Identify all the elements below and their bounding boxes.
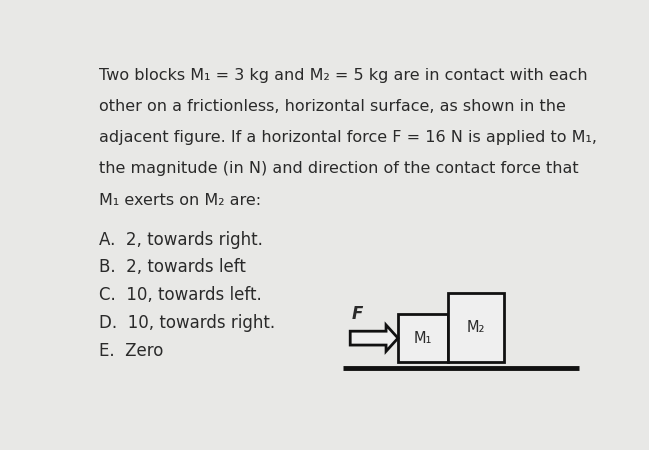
Text: the magnitude (in N) and direction of the contact force that: the magnitude (in N) and direction of th… xyxy=(99,162,578,176)
Text: D.  10, towards right.: D. 10, towards right. xyxy=(99,314,275,332)
Polygon shape xyxy=(350,325,398,351)
Text: Two blocks M₁ = 3 kg and M₂ = 5 kg are in contact with each: Two blocks M₁ = 3 kg and M₂ = 5 kg are i… xyxy=(99,68,587,83)
Text: M₁ exerts on M₂ are:: M₁ exerts on M₂ are: xyxy=(99,193,261,207)
Text: F: F xyxy=(351,305,363,323)
Text: other on a frictionless, horizontal surface, as shown in the: other on a frictionless, horizontal surf… xyxy=(99,99,566,114)
Text: A.  2, towards right.: A. 2, towards right. xyxy=(99,231,263,249)
Text: E.  Zero: E. Zero xyxy=(99,342,163,360)
Text: B.  2, towards left: B. 2, towards left xyxy=(99,258,245,276)
Text: M₂: M₂ xyxy=(467,320,485,335)
Text: adjacent figure. If a horizontal force F = 16 N is applied to M₁,: adjacent figure. If a horizontal force F… xyxy=(99,130,596,145)
Bar xyxy=(398,314,448,362)
Text: C.  10, towards left.: C. 10, towards left. xyxy=(99,286,262,304)
Text: M₁: M₁ xyxy=(414,331,432,346)
Bar xyxy=(448,293,504,362)
